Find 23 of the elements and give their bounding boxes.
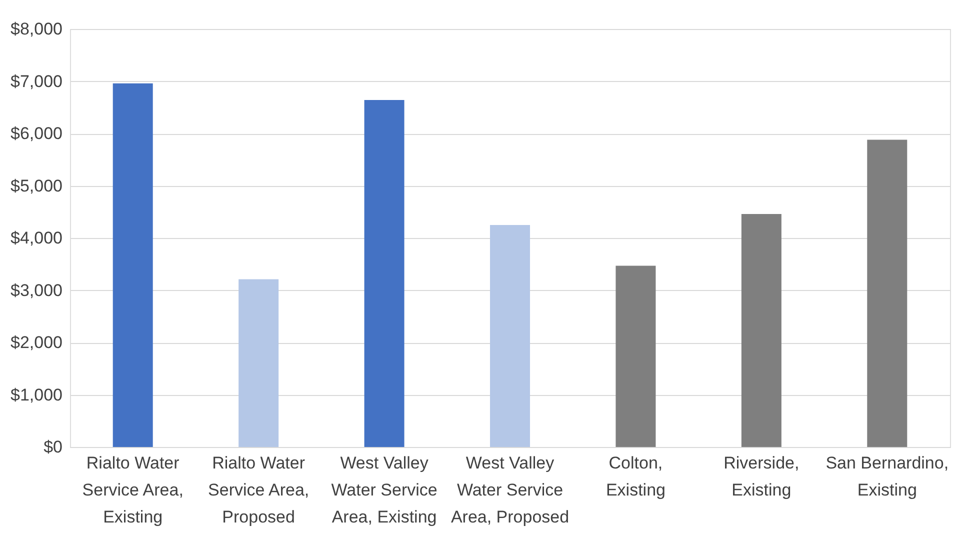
y-tick-label: $7,000 bbox=[10, 72, 62, 91]
y-tick-label: $1,000 bbox=[10, 385, 62, 404]
y-tick-label: $2,000 bbox=[10, 333, 62, 352]
x-tick-label: San Bernardino, Existing bbox=[826, 454, 949, 500]
bar bbox=[741, 214, 782, 447]
y-tick-label: $8,000 bbox=[10, 20, 62, 38]
bar bbox=[490, 224, 530, 447]
x-tick-label: Rialto Water Service Area, Proposed bbox=[208, 454, 310, 526]
y-tick-label: $3,000 bbox=[10, 280, 62, 300]
x-tick-label: West Valley Water Service Area, Existing bbox=[331, 454, 438, 526]
y-tick-label: $5,000 bbox=[10, 176, 62, 196]
x-tick-label: Riverside, Existing bbox=[724, 454, 800, 500]
bar bbox=[616, 266, 656, 447]
bar bbox=[112, 83, 153, 447]
bar bbox=[867, 140, 908, 447]
x-tick-label: Rialto Water Service Area, Existing bbox=[82, 454, 184, 526]
y-tick-label: $6,000 bbox=[10, 124, 62, 143]
x-tick-label: West Valley Water Service Area, Proposed bbox=[450, 454, 570, 526]
y-tick-label: $4,000 bbox=[10, 228, 62, 248]
bar bbox=[238, 279, 279, 447]
y-tick-label: $0 bbox=[44, 438, 62, 456]
x-tick-label: Colton, Existing bbox=[606, 454, 666, 500]
bar bbox=[364, 100, 404, 447]
